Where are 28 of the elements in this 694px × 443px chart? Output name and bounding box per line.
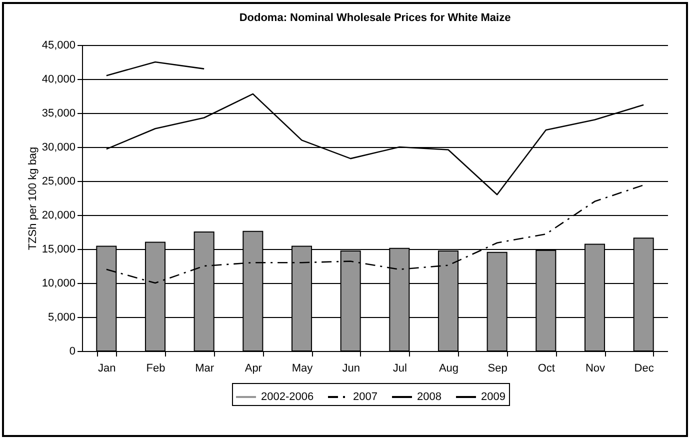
x-tick-label: Jul — [392, 362, 407, 374]
y-tick-label: 40,000 — [42, 74, 76, 86]
y-tick-label: 35,000 — [42, 108, 76, 120]
legend-label: 2008 — [417, 391, 442, 403]
x-tick-label: Nov — [585, 362, 606, 374]
x-tick-label: Jun — [342, 362, 360, 374]
x-tick-label: Dec — [634, 362, 654, 374]
x-tick-label: Aug — [438, 362, 459, 374]
x-tick-label: May — [292, 362, 314, 374]
y-tick-label: 30,000 — [42, 142, 76, 154]
y-tick-label: 15,000 — [42, 244, 76, 256]
chart-title: Dodoma: Nominal Wholesale Prices for White Maize — [239, 12, 511, 24]
x-tick-label: Feb — [146, 362, 166, 374]
y-tick-label: 0 — [69, 346, 76, 358]
legend-label: 2007 — [353, 391, 378, 403]
x-tick-label: Sep — [488, 362, 508, 374]
x-tick-label: Jan — [98, 362, 116, 374]
x-tick-label: Oct — [538, 362, 555, 374]
y-tick-label: 25,000 — [42, 176, 76, 188]
x-tick-label: Mar — [195, 362, 214, 374]
legend-label: 2009 — [481, 391, 506, 403]
y-tick-label: 10,000 — [42, 278, 76, 290]
y-tick-label: 45,000 — [42, 40, 76, 52]
x-tick-label: Apr — [244, 362, 262, 374]
legend-label: 2002-2006 — [261, 391, 314, 403]
y-tick-label: 20,000 — [42, 210, 76, 222]
y-tick-label: 5,000 — [48, 312, 76, 324]
y-axis-title: TZSh per 100 kg bag — [26, 146, 39, 250]
